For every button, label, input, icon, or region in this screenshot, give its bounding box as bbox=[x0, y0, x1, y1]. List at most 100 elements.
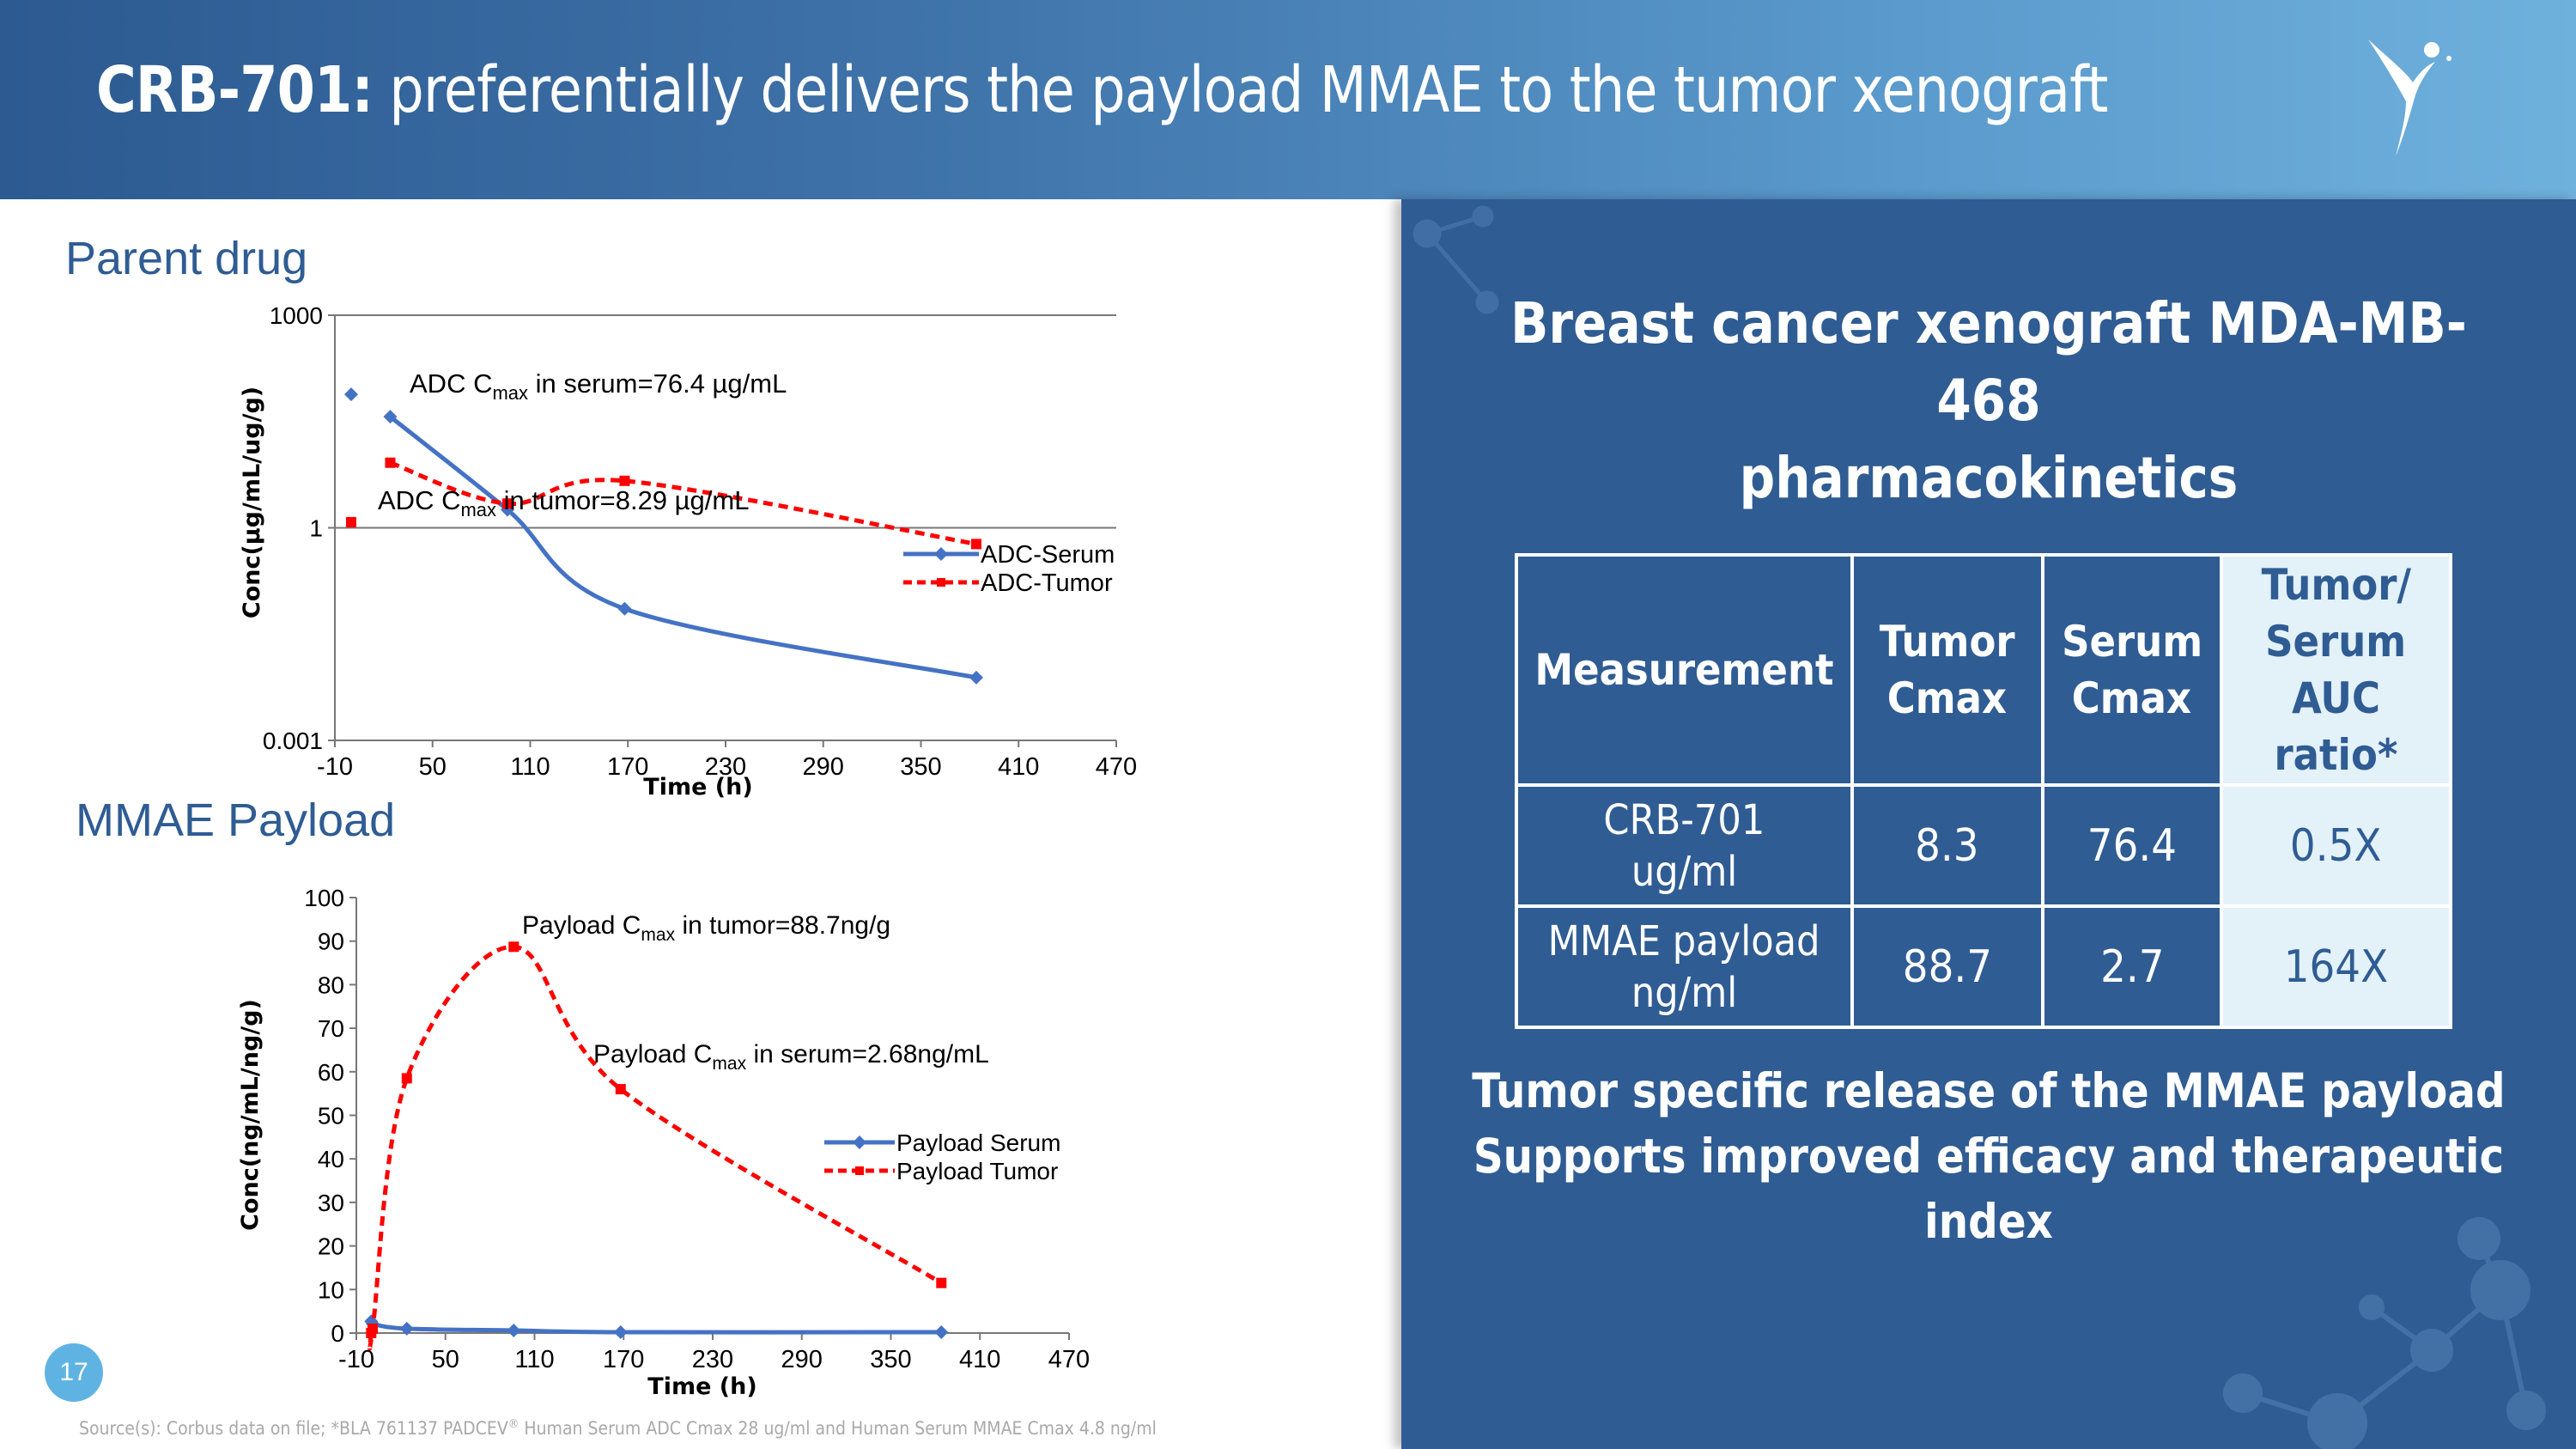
x-tick-label: 350 bbox=[870, 1346, 911, 1373]
parent-drug-annotation-tumor: ADC Cmax in tumor=8.29 µg/mL bbox=[378, 485, 749, 521]
mmae-series bbox=[364, 941, 949, 1351]
x-tick-label: 350 bbox=[900, 753, 941, 781]
auc-ratio-cell: 164X bbox=[2220, 904, 2452, 1029]
company-logo-icon bbox=[2368, 40, 2451, 156]
y-tick-label: 70 bbox=[318, 1015, 344, 1042]
x-tick-label: 110 bbox=[510, 753, 550, 781]
data-point bbox=[936, 1277, 947, 1288]
tumor-cmax-cell: 8.3 bbox=[1850, 783, 2044, 908]
y-tick-label: 30 bbox=[318, 1190, 344, 1216]
mmae-payload-title: MMAE Payload bbox=[76, 795, 396, 846]
mmae-legend: Payload Serum Payload Tumor bbox=[824, 1129, 1060, 1184]
data-point bbox=[385, 457, 396, 468]
x-tick-label: -10 bbox=[338, 1346, 374, 1373]
mmae-payload-chart: 0 10 20 30 40 50 60 70 80 90 100 -10 50 110 170 230 290 3… bbox=[237, 885, 1090, 1400]
y-tick-label: 10 bbox=[318, 1276, 344, 1303]
tagline-line2: Supports improved efficacy and therapeut… bbox=[1473, 1129, 2505, 1249]
table-header-row: Measurement Tumor Cmax Serum Cmax Tumor/Se… bbox=[1515, 553, 2452, 787]
parent-drug-title: Parent drug bbox=[65, 233, 308, 284]
x-tick-label: 470 bbox=[1048, 1346, 1090, 1373]
data-point bbox=[619, 475, 630, 486]
y-tick-label: 0.001 bbox=[263, 728, 323, 754]
title-rest: preferentially delivers the payload MMAE… bbox=[389, 53, 2108, 127]
parent-drug-x-label: Time (h) bbox=[643, 774, 752, 801]
x-tick-label: 290 bbox=[803, 753, 844, 781]
header-bar: CRB-701: preferentially delivers the pay… bbox=[0, 0, 2576, 199]
tagline: Tumor specific release of the MMAE paylo… bbox=[1401, 1058, 2576, 1254]
row-label: MMAE payload ng/ml bbox=[1515, 904, 1854, 1029]
data-point bbox=[345, 516, 356, 527]
data-point bbox=[343, 387, 358, 402]
panel-title: Breast cancer xenograft MDA-MB-468 pharm… bbox=[1401, 285, 2576, 517]
y-tick-label: 0 bbox=[331, 1320, 344, 1347]
table-row: CRB-701 ug/ml 8.3 76.4 0.5X bbox=[1515, 783, 2452, 908]
y-tick-label: 60 bbox=[318, 1059, 344, 1086]
pk-table: Measurement Tumor Cmax Serum Cmax Tumor/Se… bbox=[1515, 553, 2452, 1029]
legend-adc-tumor: ADC-Tumor bbox=[981, 569, 1113, 597]
parent-drug-series bbox=[343, 387, 983, 685]
y-tick-label: 90 bbox=[318, 928, 344, 955]
data-point bbox=[399, 1321, 414, 1336]
series-line-adc-serum bbox=[388, 415, 977, 680]
x-tick-label: -10 bbox=[317, 753, 353, 781]
y-tick-label: 100 bbox=[304, 885, 344, 911]
data-point bbox=[507, 1323, 521, 1337]
y-tick-label: 1 bbox=[309, 515, 323, 542]
data-point bbox=[508, 941, 519, 953]
mmae-annotation-serum: Payload Cmax in serum=2.68ng/mL bbox=[593, 1040, 989, 1074]
parent-drug-legend: ADC-Serum ADC-Tumor bbox=[903, 541, 1115, 597]
series-line-payload-serum bbox=[368, 1318, 942, 1335]
y-tick-label: 40 bbox=[318, 1146, 344, 1172]
data-point bbox=[970, 539, 981, 550]
header-serum-cmax: Serum Cmax bbox=[2040, 553, 2224, 787]
panel-title-line2: pharmacokinetics bbox=[1739, 445, 2239, 511]
x-tick-label: 230 bbox=[692, 1346, 733, 1373]
header-measurement: Measurement bbox=[1515, 553, 1854, 787]
tumor-cmax-cell: 88.7 bbox=[1850, 904, 2044, 1029]
data-point bbox=[501, 498, 513, 509]
y-tick-label: 1000 bbox=[270, 302, 323, 329]
serum-cmax-cell: 2.7 bbox=[2040, 904, 2224, 1029]
x-tick-label: 410 bbox=[998, 753, 1039, 781]
serum-cmax-cell: 76.4 bbox=[2040, 783, 2224, 908]
legend-adc-serum: ADC-Serum bbox=[981, 541, 1115, 569]
x-tick-label: 50 bbox=[419, 753, 447, 781]
series-line-adc-tumor bbox=[389, 460, 977, 546]
panel-title-line1: Breast cancer xenograft MDA-MB-468 bbox=[1510, 290, 2467, 434]
data-point bbox=[934, 1324, 949, 1339]
y-tick-label: 80 bbox=[318, 971, 344, 998]
data-point bbox=[615, 1084, 626, 1095]
data-point bbox=[613, 1324, 628, 1339]
data-point bbox=[617, 601, 632, 616]
data-point bbox=[383, 410, 398, 424]
x-tick-label: 410 bbox=[959, 1346, 1000, 1373]
y-tick-label: 20 bbox=[318, 1233, 344, 1260]
mmae-x-label: Time (h) bbox=[647, 1373, 756, 1400]
x-tick-label: 230 bbox=[705, 753, 746, 781]
mmae-y-label: Conc(ng/mL/ng/g) bbox=[237, 999, 264, 1231]
parent-drug-chart: 0.001 1 1000 -10 50 110 170 230 290 350 410 470 Tim… bbox=[239, 302, 1137, 801]
molecule-network-icon bbox=[2223, 1217, 2546, 1449]
header-tumor-cmax: Tumor Cmax bbox=[1850, 553, 2044, 787]
tagline-line1: Tumor specific release of the MMAE paylo… bbox=[1472, 1063, 2506, 1118]
legend-payload-tumor: Payload Tumor bbox=[896, 1158, 1058, 1184]
x-tick-label: 170 bbox=[603, 1346, 644, 1373]
page-title: CRB-701: preferentially delivers the pay… bbox=[96, 53, 2108, 127]
x-tick-label: 290 bbox=[781, 1346, 823, 1373]
data-point bbox=[401, 1073, 412, 1084]
x-tick-label: 170 bbox=[607, 753, 648, 781]
molecule-decoration-icon bbox=[1413, 205, 1499, 314]
mmae-annotation-tumor: Payload Cmax in tumor=88.7ng/g bbox=[522, 911, 890, 945]
data-point bbox=[969, 670, 983, 685]
y-tick-label: 50 bbox=[318, 1103, 344, 1129]
legend-payload-serum: Payload Serum bbox=[896, 1129, 1060, 1156]
page-number: 17 bbox=[45, 1343, 103, 1402]
parent-drug-annotation-serum: ADC Cmax in serum=76.4 µg/mL bbox=[410, 368, 787, 404]
x-tick-label: 470 bbox=[1096, 753, 1137, 781]
auc-ratio-cell: 0.5X bbox=[2220, 783, 2452, 908]
parent-drug-axes bbox=[328, 314, 1117, 747]
row-label: CRB-701 ug/ml bbox=[1515, 783, 1854, 908]
parent-drug-tick-labels: 0.001 1 1000 -10 50 110 170 230 290 350 410 470 bbox=[263, 302, 1137, 781]
mmae-tick-labels: 0 10 20 30 40 50 60 70 80 90 100 -10 50 110 170 230 290 3… bbox=[304, 885, 1090, 1373]
parent-drug-y-label: Conc(µg/mL/ug/g) bbox=[239, 387, 265, 618]
